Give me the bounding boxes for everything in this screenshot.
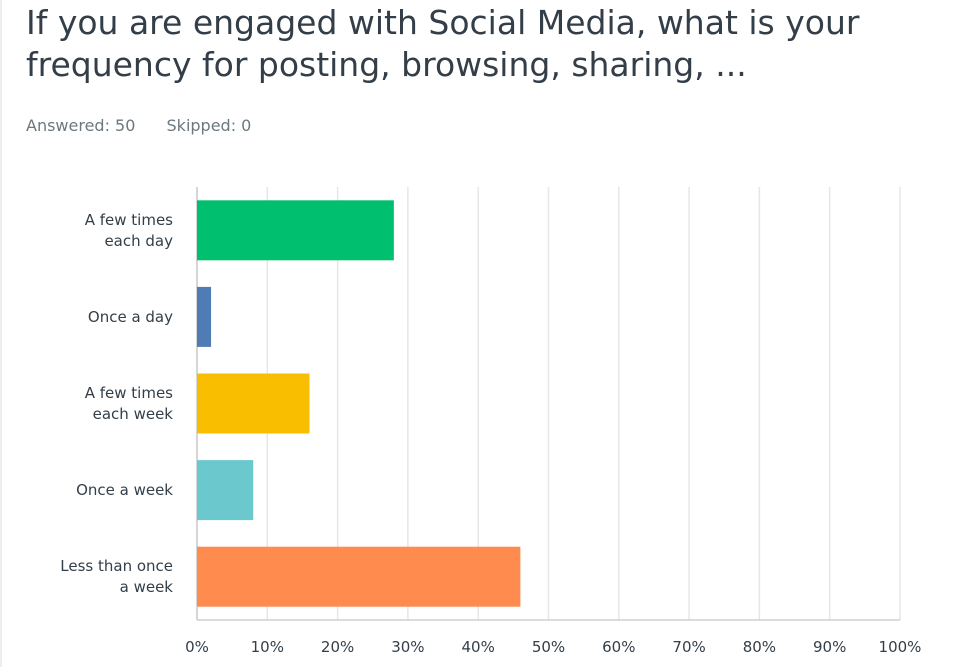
skipped-count: Skipped: 0 — [166, 116, 252, 135]
x-tick-label: 50% — [532, 638, 565, 656]
x-tick-label: 30% — [391, 638, 424, 656]
category-label: Once a day — [88, 308, 173, 326]
bar — [197, 460, 254, 521]
category-label: Less than once — [60, 557, 173, 575]
bar — [197, 286, 212, 347]
bar — [197, 546, 521, 607]
x-tick-label: 60% — [602, 638, 635, 656]
category-label: a week — [120, 578, 174, 596]
category-label: each day — [104, 232, 173, 250]
x-tick-label: 20% — [321, 638, 354, 656]
category-label: Once a week — [76, 481, 173, 499]
category-label: each week — [93, 405, 174, 423]
answered-count: Answered: 50 — [26, 116, 136, 135]
bar — [197, 200, 394, 261]
x-tick-label: 0% — [185, 638, 209, 656]
x-tick-label: 40% — [462, 638, 495, 656]
category-label: A few times — [85, 384, 173, 402]
x-tick-label: 80% — [743, 638, 776, 656]
x-tick-label: 10% — [251, 638, 284, 656]
panel-border — [0, 0, 2, 667]
response-stats: Answered: 50 Skipped: 0 — [26, 116, 277, 135]
category-label: A few times — [85, 211, 173, 229]
x-tick-label: 90% — [813, 638, 846, 656]
x-tick-label: 100% — [879, 638, 922, 656]
bar — [197, 373, 310, 434]
question-title: If you are engaged with Social Media, wh… — [26, 3, 860, 84]
x-tick-label: 70% — [672, 638, 705, 656]
